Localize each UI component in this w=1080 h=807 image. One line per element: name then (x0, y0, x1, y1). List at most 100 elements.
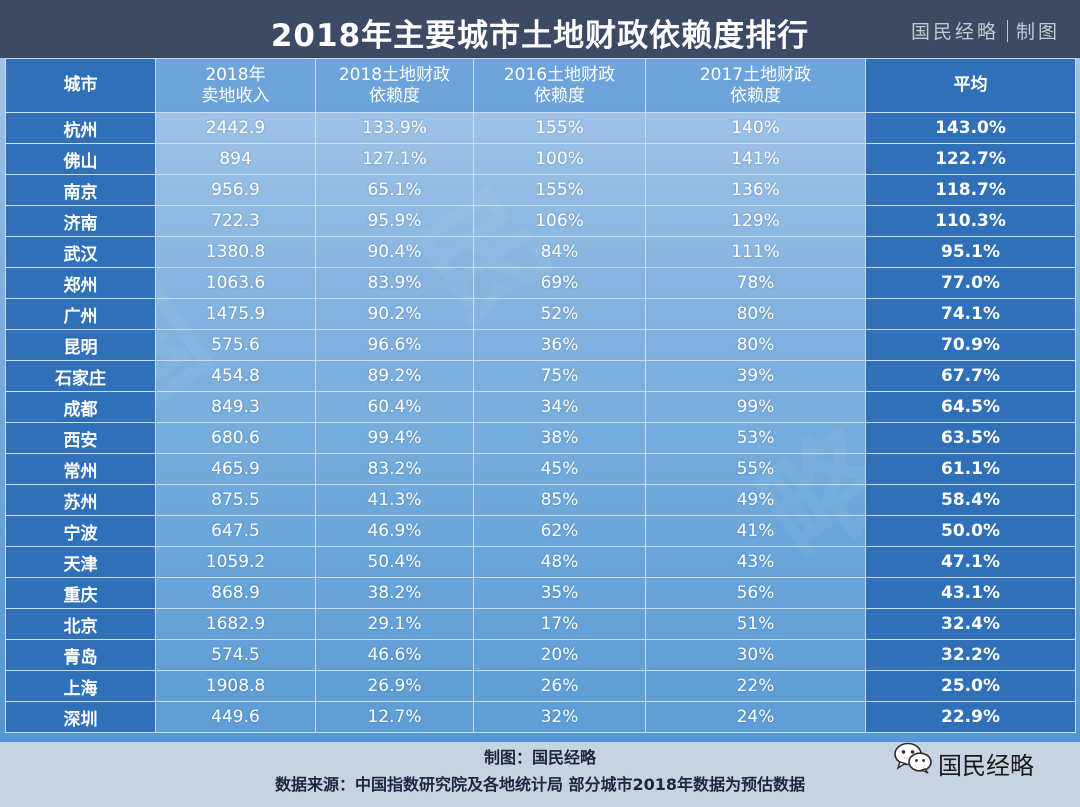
average-cell: 118.7% (865, 174, 1076, 206)
dependency-2016-cell: 26% (473, 670, 646, 702)
city-cell: 上海 (5, 670, 156, 702)
dependency-2017-cell: 141% (645, 143, 866, 175)
header-label-line: 2016土地财政 (503, 64, 616, 85)
dependency-2016-cell: 35% (473, 577, 646, 609)
table-row: 广州 1475.9 90.2% 52% 80% 74.1% (5, 298, 1076, 330)
table-row: 石家庄 454.8 89.2% 75% 39% 67.7% (5, 360, 1076, 392)
average-cell: 50.0% (865, 515, 1076, 547)
dependency-2016-cell: 38% (473, 422, 646, 454)
average-cell: 58.4% (865, 484, 1076, 516)
dependency-2016-cell: 20% (473, 639, 646, 671)
header-label-line: 2017土地财政 (699, 64, 812, 85)
dependency-2018-cell: 46.6% (315, 639, 474, 671)
dependency-2018-cell: 83.9% (315, 267, 474, 299)
header-label-line: 2018土地财政 (338, 64, 451, 85)
dependency-2016-cell: 69% (473, 267, 646, 299)
header-average: 平均 (865, 58, 1076, 113)
table-row: 常州 465.9 83.2% 45% 55% 61.1% (5, 453, 1076, 485)
brand-suffix: 制图 (1015, 21, 1060, 43)
city-cell: 青岛 (5, 639, 156, 671)
header-label-line: 卖地收入 (201, 85, 270, 106)
average-cell: 70.9% (865, 329, 1076, 361)
dependency-2018-cell: 90.4% (315, 236, 474, 268)
average-cell: 25.0% (865, 670, 1076, 702)
dependency-2016-cell: 32% (473, 701, 646, 733)
dependency-2016-cell: 34% (473, 391, 646, 423)
table-row: 杭州 2442.9 133.9% 155% 140% 143.0% (5, 112, 1076, 144)
dependency-2017-cell: 41% (645, 515, 866, 547)
wechat-icon (893, 741, 933, 779)
table-row: 佛山 894 127.1% 100% 141% 122.7% (5, 143, 1076, 175)
dependency-2017-cell: 129% (645, 205, 866, 237)
dependency-2016-cell: 17% (473, 608, 646, 640)
income-cell: 1908.8 (155, 670, 316, 702)
city-cell: 广州 (5, 298, 156, 330)
average-cell: 47.1% (865, 546, 1076, 578)
header-label-line: 城市 (63, 75, 98, 95)
dependency-2018-cell: 133.9% (315, 112, 474, 144)
header-label-line: 2018年 (205, 64, 266, 85)
dependency-2016-cell: 36% (473, 329, 646, 361)
income-cell: 575.6 (155, 329, 316, 361)
income-cell: 1475.9 (155, 298, 316, 330)
table-row: 天津 1059.2 50.4% 48% 43% 47.1% (5, 546, 1076, 578)
city-cell: 武汉 (5, 236, 156, 268)
income-cell: 894 (155, 143, 316, 175)
income-cell: 875.5 (155, 484, 316, 516)
dependency-2017-cell: 111% (645, 236, 866, 268)
average-cell: 32.4% (865, 608, 1076, 640)
brand-name: 国民经略 (910, 21, 999, 43)
dependency-2018-cell: 83.2% (315, 453, 474, 485)
ranking-table: 城市 2018年 卖地收入 2018土地财政 依赖度 2016土地财政 依赖度 2017土地财… (5, 58, 1076, 733)
header-label-line: 依赖度 (534, 85, 585, 106)
average-cell: 63.5% (865, 422, 1076, 454)
income-cell: 574.5 (155, 639, 316, 671)
city-cell: 郑州 (5, 267, 156, 299)
dependency-2018-cell: 90.2% (315, 298, 474, 330)
dependency-2018-cell: 29.1% (315, 608, 474, 640)
page-title: 2018年主要城市土地财政依赖度排行 (270, 18, 810, 54)
dependency-2016-cell: 106% (473, 205, 646, 237)
average-cell: 77.0% (865, 267, 1076, 299)
average-cell: 122.7% (865, 143, 1076, 175)
dependency-2018-cell: 41.3% (315, 484, 474, 516)
header-label-line: 依赖度 (730, 85, 781, 106)
dependency-2017-cell: 80% (645, 298, 866, 330)
dependency-2018-cell: 60.4% (315, 391, 474, 423)
dependency-2017-cell: 78% (645, 267, 866, 299)
dependency-2016-cell: 48% (473, 546, 646, 578)
divider (1006, 20, 1008, 42)
table-row: 深圳 449.6 12.7% 32% 24% 22.9% (5, 701, 1076, 733)
dependency-2017-cell: 99% (645, 391, 866, 423)
income-cell: 868.9 (155, 577, 316, 609)
dependency-2018-cell: 26.9% (315, 670, 474, 702)
average-cell: 32.2% (865, 639, 1076, 671)
header-dependency-2018: 2018土地财政 依赖度 (315, 58, 474, 113)
dependency-2016-cell: 84% (473, 236, 646, 268)
brand-header: 国民经略 制图 (911, 17, 1060, 44)
table-row: 昆明 575.6 96.6% 36% 80% 70.9% (5, 329, 1076, 361)
income-cell: 849.3 (155, 391, 316, 423)
dependency-2018-cell: 65.1% (315, 174, 474, 206)
dependency-2017-cell: 22% (645, 670, 866, 702)
income-cell: 465.9 (155, 453, 316, 485)
table-row: 武汉 1380.8 90.4% 84% 111% 95.1% (5, 236, 1076, 268)
dependency-2017-cell: 136% (645, 174, 866, 206)
table-row: 郑州 1063.6 83.9% 69% 78% 77.0% (5, 267, 1076, 299)
header-dependency-2016: 2016土地财政 依赖度 (473, 58, 646, 113)
table-row: 重庆 868.9 38.2% 35% 56% 43.1% (5, 577, 1076, 609)
income-cell: 1063.6 (155, 267, 316, 299)
city-cell: 苏州 (5, 484, 156, 516)
dependency-2016-cell: 45% (473, 453, 646, 485)
dependency-2016-cell: 155% (473, 174, 646, 206)
table-body: 杭州 2442.9 133.9% 155% 140% 143.0% 佛山 894 127.1% 1… (5, 112, 1076, 733)
table-row: 上海 1908.8 26.9% 26% 22% 25.0% (5, 670, 1076, 702)
dependency-2017-cell: 43% (645, 546, 866, 578)
table-row: 西安 680.6 99.4% 38% 53% 63.5% (5, 422, 1076, 454)
header-city: 城市 (5, 58, 156, 113)
dependency-2017-cell: 24% (645, 701, 866, 733)
dependency-2017-cell: 80% (645, 329, 866, 361)
city-cell: 北京 (5, 608, 156, 640)
city-cell: 石家庄 (5, 360, 156, 392)
